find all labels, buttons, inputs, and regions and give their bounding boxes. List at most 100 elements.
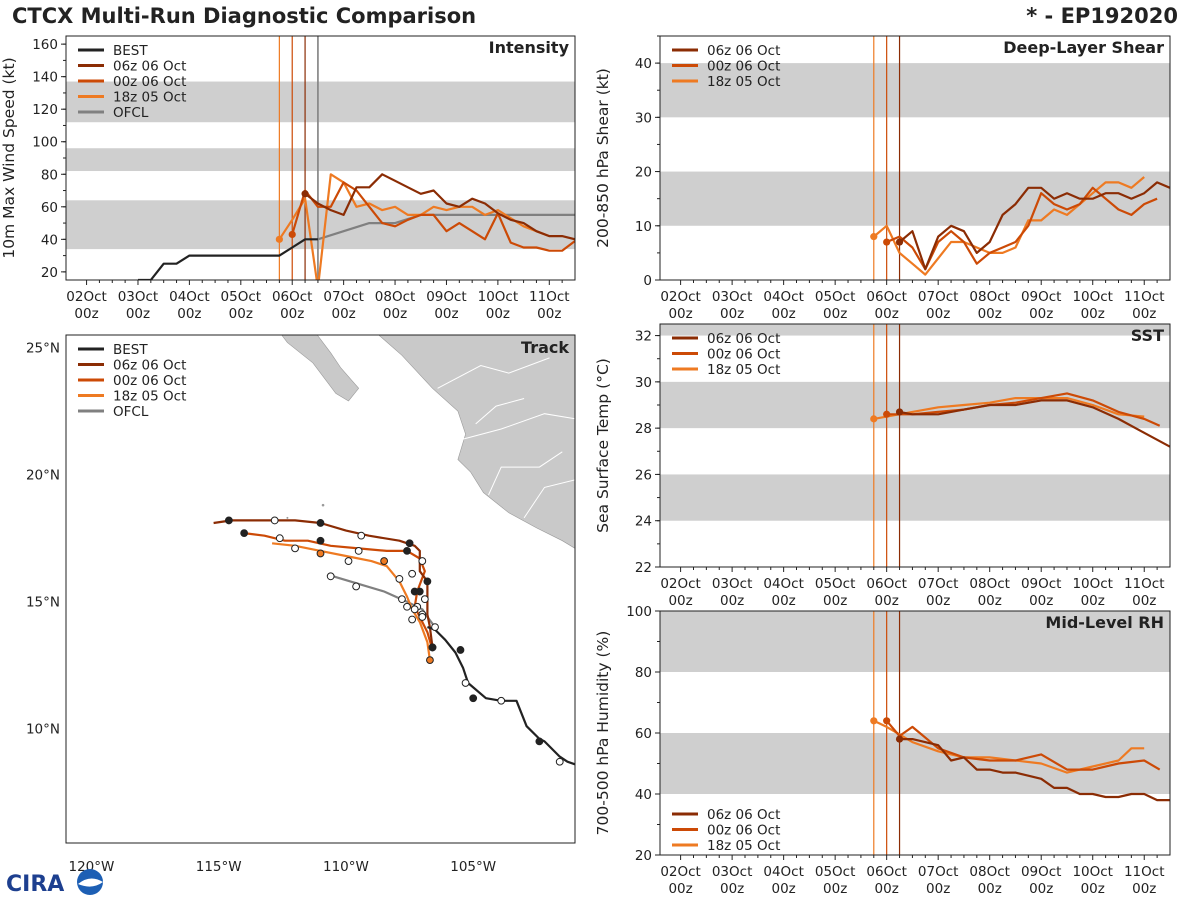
shear-ytick-label: 10 [635, 219, 652, 235]
state-boundary-4 [475, 398, 525, 425]
cira-logo-text: CIRA [6, 872, 64, 897]
shear-xtick-date: 04Oct [763, 289, 804, 305]
intensity-title: Intensity [489, 38, 570, 57]
intensity-ytick-label: 160 [32, 37, 58, 53]
track-point-r06z [423, 577, 432, 586]
track-lat-label: 10°N [26, 722, 60, 738]
track-point-best [456, 646, 465, 654]
intensity-start-r06z [301, 190, 309, 198]
shear-start-r00z [883, 238, 891, 246]
rh-ylabel: 700-500 hPa Humidity (%) [594, 631, 612, 836]
intensity-ytick-label: 100 [32, 135, 58, 151]
state-boundary-0 [437, 357, 550, 389]
rh-legend-label: 18z 05 Oct [707, 838, 780, 854]
rh-title: Mid-Level RH [1045, 613, 1164, 632]
shear-legend-label: 00z 06 Oct [707, 59, 780, 75]
intensity-legend-label: BEST [113, 43, 148, 59]
track-point-ofcl [326, 572, 335, 581]
shear-xtick-hour: 00z [668, 306, 692, 322]
intensity-xtick-date: 05Oct [221, 289, 262, 305]
shear-xtick-date: 06Oct [866, 289, 907, 305]
intensity-xtick-date: 09Oct [426, 289, 467, 305]
rh-xtick-hour: 00z [875, 881, 899, 897]
intensity-xtick-date: 07Oct [323, 289, 364, 305]
sst-legend-label: 06z 06 Oct [707, 331, 780, 347]
intensity-xtick-hour: 00z [486, 306, 510, 322]
track-point-r06z [418, 557, 427, 565]
track-point-r18z [291, 544, 299, 553]
intensity-xtick-hour: 00z [74, 306, 98, 322]
intensity-legend-label: 18z 05 Oct [113, 90, 186, 106]
sst-xtick-date: 10Oct [1072, 576, 1113, 592]
shear-panel: 01020304002Oct00z03Oct00z04Oct00z05Oct00… [594, 35, 1171, 322]
track-point-r18z [395, 574, 404, 583]
track-point-ofcl [352, 582, 361, 591]
rh-xtick-date: 05Oct [815, 864, 856, 880]
rh-xtick-date: 08Oct [969, 864, 1010, 880]
intensity-band-2 [66, 81, 575, 123]
track-point-r18z [344, 557, 353, 565]
shear-xtick-date: 09Oct [1021, 289, 1062, 305]
rh-legend-label: 00z 06 Oct [707, 823, 780, 839]
sst-xtick-hour: 00z [1029, 593, 1053, 609]
shear-legend-label: 18z 05 Oct [707, 74, 780, 90]
sst-ytick-label: 30 [635, 375, 652, 391]
intensity-xtick-date: 11Oct [529, 289, 570, 305]
sst-xtick-date: 11Oct [1124, 576, 1165, 592]
sst-band-2 [660, 324, 1170, 336]
track-map-group [213, 335, 575, 766]
track-point-r00z [408, 569, 417, 578]
intensity-ytick-label: 140 [32, 70, 58, 86]
intensity-xtick-date: 08Oct [375, 289, 416, 305]
state-boundary-1 [462, 413, 575, 440]
intensity-series-r18z [278, 173, 550, 280]
state-boundary-2 [488, 451, 563, 496]
shear-title: Deep-Layer Shear [1003, 38, 1164, 57]
track-point-r00z [410, 587, 419, 596]
rh-xtick-hour: 00z [1029, 881, 1053, 897]
intensity-ytick-label: 120 [32, 102, 58, 118]
rh-xtick-date: 03Oct [712, 864, 753, 880]
sst-xtick-hour: 00z [720, 593, 744, 609]
baja-peninsula-land [281, 335, 360, 402]
state-boundary-3 [523, 479, 575, 519]
rh-xtick-date: 04Oct [763, 864, 804, 880]
intensity-xtick-hour: 00z [126, 306, 150, 322]
rh-legend-label: 06z 06 Oct [707, 807, 780, 823]
shear-ylabel: 200-850 hPa Shear (kt) [594, 68, 612, 248]
track-point-r00z [428, 643, 437, 652]
track-point-r06z [357, 531, 366, 540]
track-point-r18z [408, 615, 417, 624]
sst-ytick-label: 22 [635, 560, 652, 576]
shear-ytick-label: 20 [635, 165, 652, 181]
track-legend-label: 00z 06 Oct [113, 373, 186, 389]
sst-start-r00z [883, 410, 891, 418]
track-lon-label: 115°W [196, 859, 242, 875]
sst-xtick-hour: 00z [1081, 593, 1105, 609]
intensity-xtick-date: 03Oct [118, 289, 159, 305]
rh-band-1 [660, 611, 1170, 672]
shear-xtick-date: 02Oct [660, 289, 701, 305]
rh-xtick-date: 09Oct [1021, 864, 1062, 880]
track-lat-label: 25°N [26, 341, 60, 357]
rh-xtick-hour: 00z [823, 881, 847, 897]
rh-start-r06z [895, 735, 904, 743]
intensity-xtick-date: 10Oct [478, 289, 519, 305]
intensity-ylabel: 10m Max Wind Speed (kt) [0, 57, 18, 258]
track-point-ofcl [398, 595, 406, 604]
globe-swoosh-icon [78, 878, 103, 887]
shear-xtick-hour: 00z [1132, 306, 1156, 322]
track-point-r00z [316, 536, 325, 545]
intensity-panel: 2040608010012014016002Oct00z03Oct00z04Oc… [0, 35, 576, 322]
track-point-best [469, 694, 478, 703]
track-point-r00z [420, 595, 429, 604]
rh-xtick-hour: 00z [926, 881, 950, 897]
track-legend-label: 06z 06 Oct [113, 358, 186, 374]
socorro-island [321, 503, 325, 507]
sst-xtick-hour: 00z [823, 593, 847, 609]
track-point-r18z [316, 549, 325, 558]
intensity-start-r00z [288, 230, 296, 239]
rh-xtick-date: 07Oct [918, 864, 959, 880]
track-panel: 120°W 115°W 110°W 105°W 10°N 15°N 20°N 25°N Trac… [26, 334, 576, 875]
track-point-best [461, 679, 470, 687]
